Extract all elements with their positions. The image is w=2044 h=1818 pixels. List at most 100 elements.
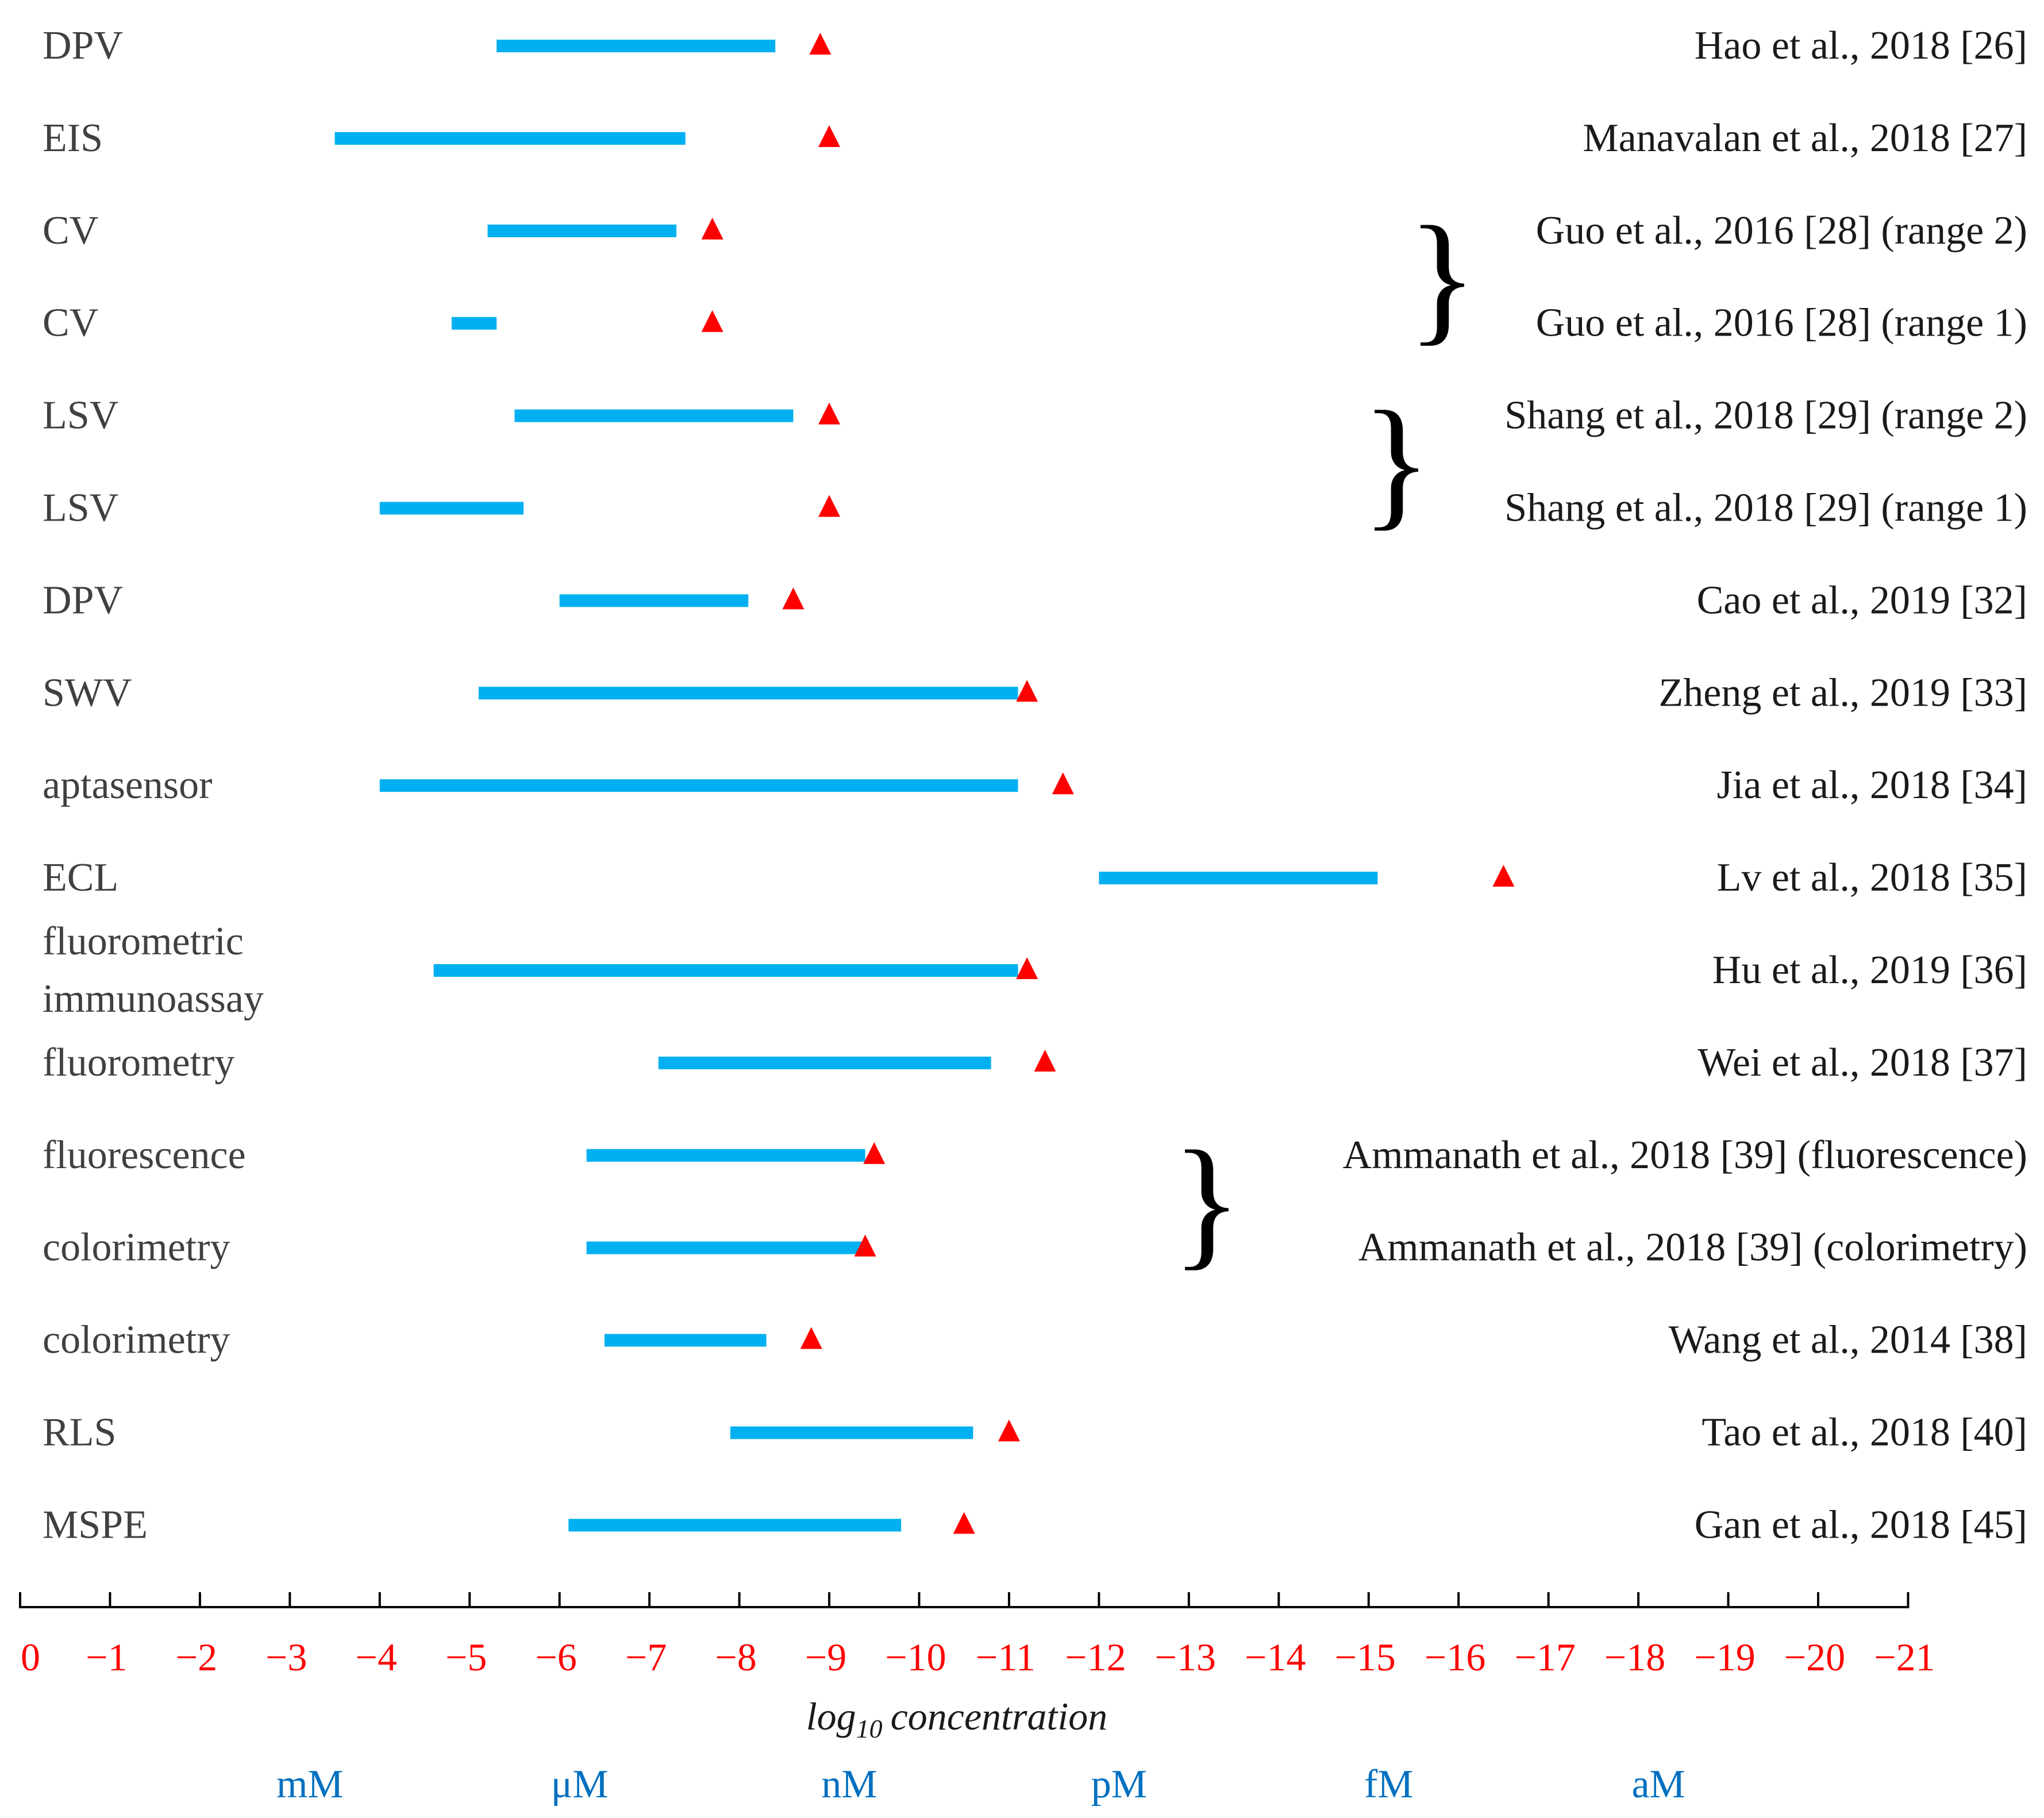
lod-marker [1016, 680, 1038, 702]
method-label: LSV [43, 486, 118, 530]
x-tick-label: −7 [625, 1635, 667, 1679]
x-axis: 0 −1 −2 −3 −4 −5 −6 −7 −8 −9 −10 −11 −12 −13 −14 −15 −16… [19, 1592, 1935, 1679]
method-label: CV [43, 209, 98, 253]
range-bar [730, 1426, 973, 1439]
lod-marker [863, 1142, 886, 1164]
reference-label: Guo et al., 2016 [28] (range 1) [1536, 301, 2027, 345]
lod-marker [854, 1234, 876, 1257]
method-label: colorimetry [43, 1318, 230, 1362]
x-axis-title-log: log [806, 1694, 856, 1738]
method-row: aptasensor Jia et al., 2018 [34] [43, 763, 2027, 807]
reference-label: Wang et al., 2014 [38] [1669, 1318, 2027, 1362]
range-bar [379, 502, 524, 515]
range-bar [1099, 872, 1378, 885]
x-tick-label: −1 [86, 1635, 127, 1679]
reference-label: Ammanath et al., 2018 [39] (colorimetry) [1358, 1226, 2027, 1270]
reference-label: Jia et al., 2018 [34] [1717, 763, 2027, 807]
brace-icon: } [1172, 1121, 1242, 1282]
method-row: fluorometric immunoassay Hu et al., 2019 [… [43, 919, 2027, 1021]
range-bar [568, 1519, 902, 1532]
reference-label: Tao et al., 2018 [40] [1702, 1411, 2027, 1455]
x-tick-label: −17 [1514, 1635, 1575, 1679]
method-row: colorimetry Wang et al., 2014 [38] [43, 1318, 2027, 1362]
method-label: RLS [43, 1411, 116, 1455]
x-tick-label: −11 [976, 1635, 1036, 1679]
x-tick-label: −19 [1694, 1635, 1755, 1679]
range-bar [478, 687, 1018, 700]
range-bar [604, 1334, 767, 1347]
range-bar [433, 964, 1018, 977]
x-tick-label: −5 [445, 1635, 487, 1679]
lod-marker [818, 125, 841, 147]
range-bar [514, 409, 794, 422]
x-tick-label: −8 [715, 1635, 756, 1679]
x-tick-label: −9 [805, 1635, 846, 1679]
range-bar [451, 317, 497, 330]
unit-label: fM [1364, 1762, 1414, 1807]
reference-label: Hao et al., 2018 [26] [1695, 24, 2027, 68]
method-row: MSPE Gan et al., 2018 [45] [43, 1503, 2027, 1547]
unit-label: μM [551, 1762, 609, 1807]
reference-label: Hu et al., 2019 [36] [1712, 948, 2027, 992]
lod-marker [782, 587, 804, 610]
x-axis-title: log10 concentration [806, 1694, 1108, 1743]
method-label: fluorometric immunoassay [43, 919, 264, 1021]
range-bar [487, 224, 677, 237]
method-row: DPV Hao et al., 2018 [26] [43, 24, 2027, 68]
unit-label: nM [821, 1762, 877, 1807]
reference-label: Manavalan et al., 2018 [27] [1583, 116, 2027, 160]
x-tick-label: −15 [1335, 1635, 1396, 1679]
lod-marker [998, 1419, 1020, 1442]
range-bar [559, 594, 749, 607]
method-row: CV Guo et al., 2016 [28] (range 2) [43, 209, 2027, 253]
x-tick-label: −18 [1604, 1635, 1665, 1679]
method-label: aptasensor [43, 763, 212, 807]
method-row: LSV Shang et al., 2018 [29] (range 1) [43, 486, 2027, 530]
range-bar [586, 1241, 865, 1254]
x-tick-label: 0 [21, 1635, 40, 1679]
range-bar [334, 132, 686, 145]
method-label: DPV [43, 578, 123, 622]
x-tick-label: −4 [356, 1635, 397, 1679]
unit-label: pM [1091, 1762, 1147, 1807]
unit-label: aM [1631, 1762, 1685, 1807]
brace-icon: } [1407, 197, 1477, 358]
reference-label: Shang et al., 2018 [29] (range 1) [1504, 486, 2027, 530]
method-label: SWV [43, 671, 132, 715]
reference-label: Guo et al., 2016 [28] (range 2) [1536, 209, 2027, 253]
lod-marker [1052, 772, 1074, 795]
method-row: fluorometry Wei et al., 2018 [37] [43, 1041, 2027, 1085]
concentration-units: mM μM nM pM fM aM [276, 1762, 1685, 1807]
x-axis-title-subscript: 10 [856, 1714, 883, 1743]
method-label-line: fluorometric [43, 919, 244, 964]
reference-label: Wei et al., 2018 [37] [1697, 1041, 2027, 1085]
lod-marker [1016, 957, 1038, 979]
lod-marker [701, 217, 723, 240]
method-row: colorimetry Ammanath et al., 2018 [39] (c… [43, 1226, 2027, 1270]
reference-label: Shang et al., 2018 [29] (range 2) [1504, 394, 2027, 438]
method-row: CV Guo et al., 2016 [28] (range 1) [43, 301, 2027, 345]
method-row: SWV Zheng et al., 2019 [33] [43, 671, 2027, 715]
method-label: fluorometry [43, 1041, 234, 1085]
method-label: DPV [43, 24, 123, 68]
method-row: fluorescence Ammanath et al., 2018 [39] (… [43, 1133, 2027, 1177]
lod-marker [809, 33, 832, 55]
range-bar [658, 1056, 991, 1069]
method-label-line: immunoassay [43, 977, 264, 1021]
method-label: CV [43, 301, 98, 345]
lod-marker [800, 1327, 822, 1349]
reference-braces: }}} [1172, 197, 1477, 1282]
x-tick-label: −13 [1155, 1635, 1216, 1679]
x-axis-title-rest: concentration [891, 1694, 1108, 1738]
x-tick-label: −21 [1874, 1635, 1935, 1679]
range-bar [379, 779, 1018, 792]
method-row: EIS Manavalan et al., 2018 [27] [43, 116, 2027, 160]
method-rows: DPV Hao et al., 2018 [26] EIS Manavalan et … [43, 24, 2027, 1547]
x-tick-label: −20 [1784, 1635, 1845, 1679]
range-bar [496, 40, 776, 52]
method-label: fluorescence [43, 1133, 246, 1177]
method-row: DPV Cao et al., 2019 [32] [43, 578, 2027, 622]
method-label: MSPE [43, 1503, 148, 1547]
lod-marker [1492, 865, 1515, 887]
method-label: colorimetry [43, 1226, 230, 1270]
